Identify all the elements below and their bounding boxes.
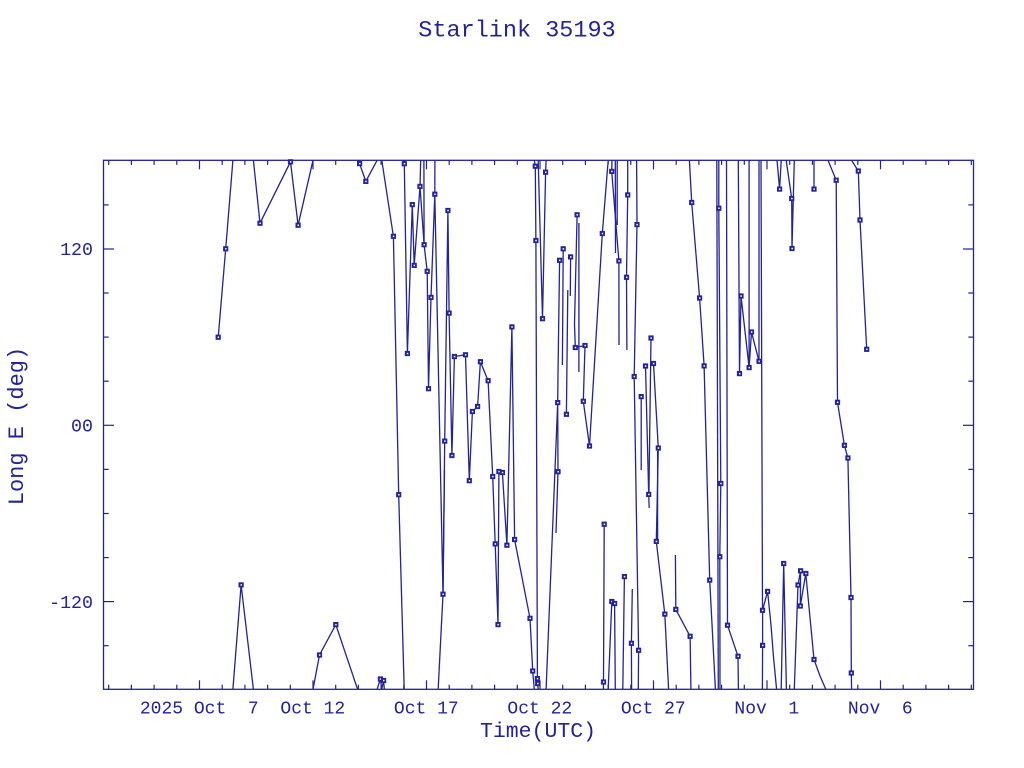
svg-text:-120: -120 xyxy=(49,594,93,614)
svg-text:Nov 1: Nov 1 xyxy=(734,700,799,720)
svg-text:2025 Oct 7: 2025 Oct 7 xyxy=(140,700,259,720)
svg-text:Oct 12: Oct 12 xyxy=(280,700,345,720)
svg-text:Oct 27: Oct 27 xyxy=(621,700,686,720)
svg-text:Oct 22: Oct 22 xyxy=(507,700,572,720)
svg-text:120: 120 xyxy=(60,241,93,261)
svg-text:Nov 6: Nov 6 xyxy=(848,700,913,720)
svg-text:Oct 17: Oct 17 xyxy=(394,700,459,720)
svg-text:Long E (deg): Long E (deg) xyxy=(5,347,30,505)
svg-text:Starlink 35193: Starlink 35193 xyxy=(418,18,615,45)
svg-text:00: 00 xyxy=(71,418,93,438)
svg-text:Time(UTC): Time(UTC) xyxy=(480,720,596,744)
